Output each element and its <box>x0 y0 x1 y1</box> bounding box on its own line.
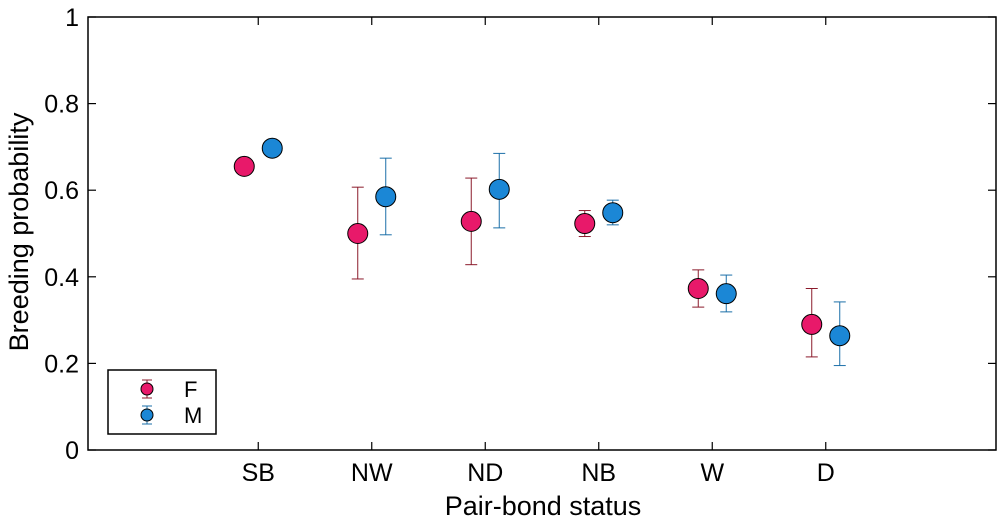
x-tick-label: W <box>700 459 724 487</box>
legend-marker-f <box>140 382 154 396</box>
data-point-f <box>347 223 369 244</box>
data-point-m <box>375 186 397 208</box>
x-axis-title: Pair-bond status <box>445 491 642 521</box>
y-tick-label: 0.2 <box>44 350 79 378</box>
data-point-m <box>261 137 283 159</box>
y-tick-label: 0.6 <box>44 177 79 205</box>
y-tick-label: 0.4 <box>44 264 79 292</box>
x-tick-label: SB <box>242 459 275 487</box>
data-point-f <box>460 210 482 232</box>
data-point-m <box>602 202 624 224</box>
data-point-f <box>574 213 596 235</box>
data-point-m <box>715 283 737 305</box>
legend-label-m: M <box>184 403 202 428</box>
plot-area <box>233 137 851 367</box>
legend: FM <box>107 369 217 435</box>
data-point-f <box>801 313 823 335</box>
y-axis-title: Breeding probability <box>4 112 34 351</box>
y-tick-label: 1 <box>65 4 79 32</box>
data-point-f <box>687 277 709 299</box>
y-tick-label: 0 <box>65 437 79 465</box>
x-tick-label: NB <box>581 459 616 487</box>
data-point-m <box>488 178 510 200</box>
axes-box <box>87 16 997 451</box>
y-tick-label: 0.8 <box>44 91 79 119</box>
data-point-m <box>829 325 851 347</box>
data-point-f <box>233 155 255 177</box>
x-tick-label: D <box>817 459 835 487</box>
legend-box <box>107 369 217 435</box>
axes: 0 0.2 0.4 0.6 0.8 1 SB NW ND NB W D <box>44 4 997 487</box>
legend-label-f: F <box>184 377 197 402</box>
x-tick-label: ND <box>467 459 503 487</box>
x-tick-label: NW <box>351 459 393 487</box>
legend-marker-m <box>140 408 154 422</box>
